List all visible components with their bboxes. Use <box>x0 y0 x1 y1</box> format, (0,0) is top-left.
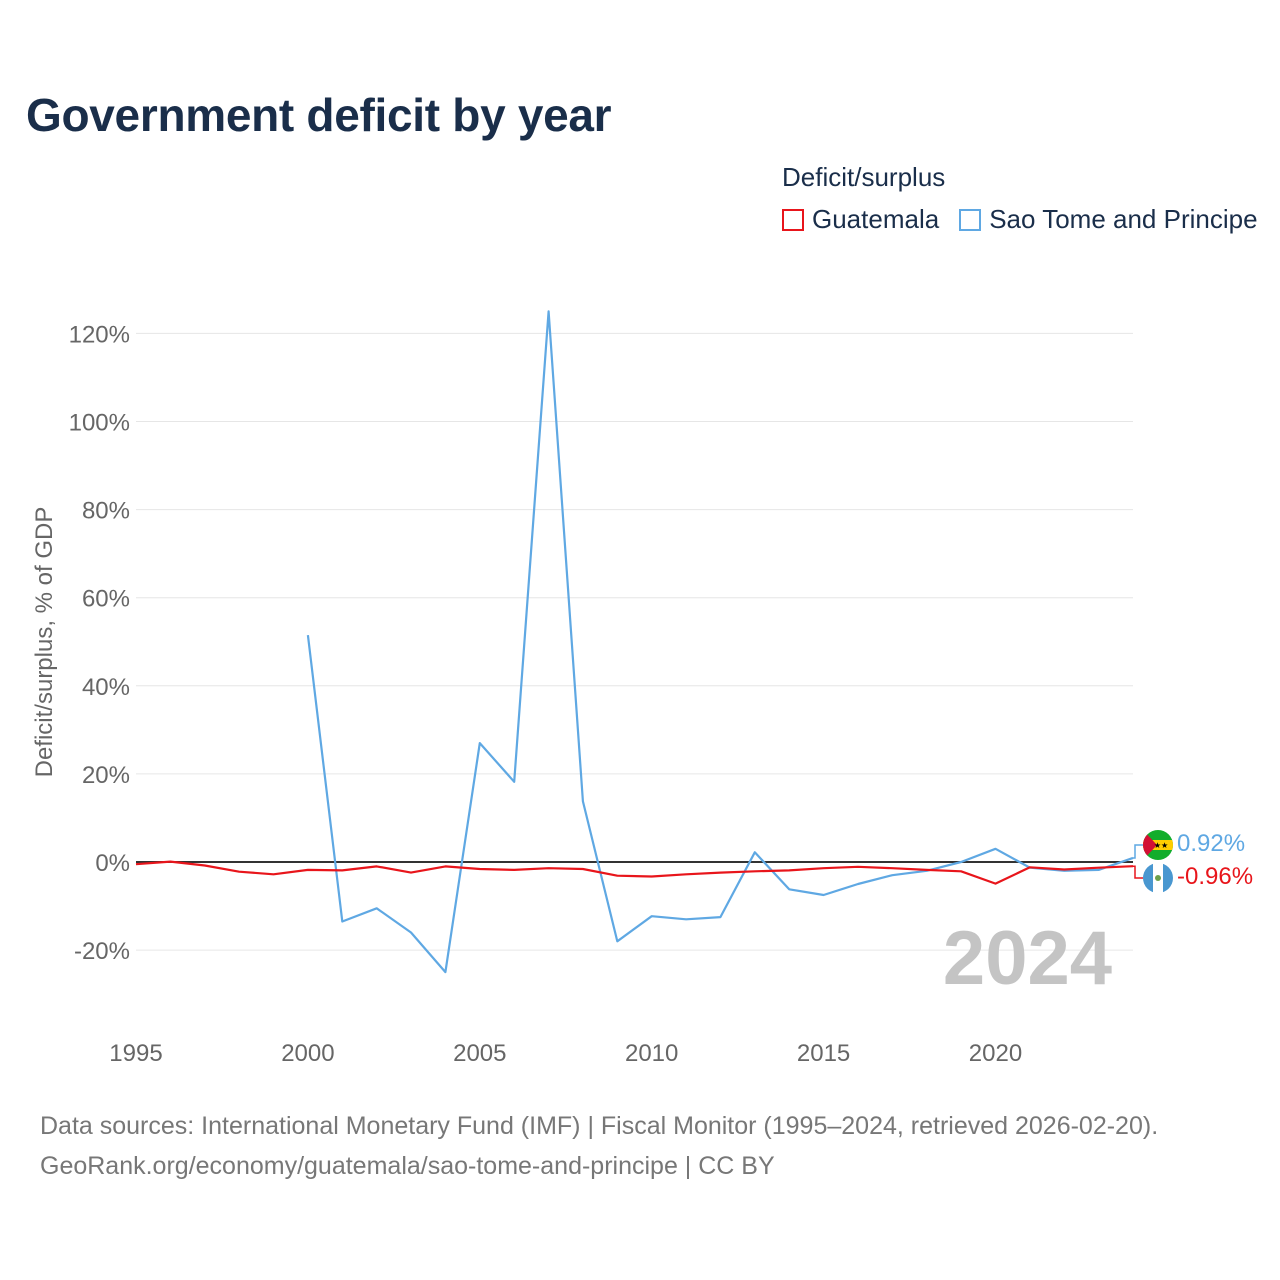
legend-label-guatemala: Guatemala <box>812 204 940 234</box>
grid-lines <box>136 332 1133 951</box>
end-label-guatemala: -0.96% <box>1177 863 1253 890</box>
year-watermark: 2024 <box>943 916 1112 1001</box>
svg-text:★★: ★★ <box>1154 841 1168 850</box>
connector-guatemala <box>1133 865 1143 879</box>
x-tick-label: 1995 <box>109 1040 162 1067</box>
y-tick-label: 20% <box>82 762 130 789</box>
x-tick-label: 2005 <box>453 1040 506 1067</box>
line-chart: -20% 0% 20% 40% 60% 80% 100% 120% 1995 2000 2005 2… <box>31 310 1253 1067</box>
legend-swatch-guatemala <box>782 208 804 231</box>
y-axis-label: Deficit/surplus, % of GDP <box>31 507 58 778</box>
x-tick-labels: 1995 2000 2005 2010 2015 2020 <box>109 1040 1022 1067</box>
legend-swatch-sao-tome <box>959 208 982 231</box>
legend-item-sao-tome[interactable]: Sao Tome and Principe <box>959 204 1258 235</box>
series-line-guatemala[interactable] <box>135 860 1134 885</box>
y-tick-label: 120% <box>69 321 130 348</box>
series-line-sao-tome-and-principe[interactable] <box>306 310 1134 974</box>
footer: Data sources: International Monetary Fun… <box>40 1106 1158 1186</box>
y-tick-label: 80% <box>82 498 130 525</box>
x-tick-label: 2010 <box>625 1040 678 1067</box>
y-tick-label: 100% <box>69 410 130 437</box>
footer-sources: Data sources: International Monetary Fun… <box>40 1112 1159 1140</box>
connector-sao-tome <box>1133 844 1143 859</box>
end-label-sao-tome: 0.92% <box>1177 830 1245 857</box>
legend: Guatemala Sao Tome and Principe <box>782 204 1258 235</box>
legend-item-guatemala[interactable]: Guatemala <box>782 204 939 235</box>
flag-guatemala-icon <box>1143 863 1173 893</box>
y-tick-label: -20% <box>74 938 130 965</box>
y-tick-labels: -20% 0% 20% 40% 60% 80% 100% 120% <box>69 321 130 965</box>
y-tick-label: 60% <box>82 586 130 613</box>
x-tick-label: 2000 <box>281 1040 334 1067</box>
legend-label-sao-tome: Sao Tome and Principe <box>989 204 1258 234</box>
legend-title: Deficit/surplus <box>782 162 946 192</box>
x-tick-label: 2015 <box>797 1040 850 1067</box>
footer-link[interactable]: GeoRank.org/economy/guatemala/sao-tome-a… <box>40 1152 775 1180</box>
y-tick-label: 40% <box>82 674 130 701</box>
series-lines <box>135 310 1143 974</box>
y-tick-label: 0% <box>95 850 130 877</box>
flag-sao-tome-icon: ★★ <box>1143 830 1173 860</box>
x-tick-label: 2020 <box>969 1040 1022 1067</box>
chart-title: Government deficit by year <box>26 89 612 141</box>
